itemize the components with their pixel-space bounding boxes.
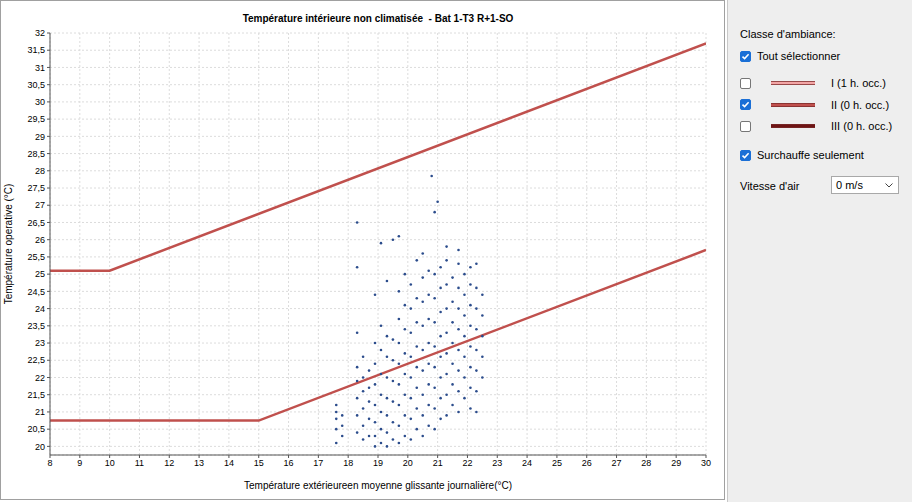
svg-text:28,5: 28,5 — [27, 149, 45, 159]
svg-text:26,5: 26,5 — [27, 218, 45, 228]
html-text:Température intérieure non cli: Température intérieure non climatisée - … — [242, 13, 514, 24]
html-text:II (0 h. occ.): II (0 h. occ.) — [831, 98, 890, 111]
svg-text:13: 13 — [194, 458, 204, 468]
svg-text:22: 22 — [462, 458, 472, 468]
svg-text:17: 17 — [313, 458, 323, 468]
svg-text:8: 8 — [47, 458, 52, 468]
svg-text:24: 24 — [35, 304, 45, 314]
svg-text:26: 26 — [35, 235, 45, 245]
svg-text:28: 28 — [641, 458, 651, 468]
svg-text:Température extérieureen moyen: Température extérieureen moyenne glissan… — [244, 480, 512, 491]
html-text:Classe d'ambiance:: Classe d'ambiance: — [740, 28, 836, 40]
svg-text:31: 31 — [35, 63, 45, 73]
svg-text:20: 20 — [35, 442, 45, 452]
html-text:Surchauffe seulement: Surchauffe seulement — [757, 149, 864, 161]
svg-text:26: 26 — [582, 458, 592, 468]
svg-text:30: 30 — [35, 97, 45, 107]
svg-text:14: 14 — [224, 458, 234, 468]
svg-text:16: 16 — [284, 458, 294, 468]
svg-text:21: 21 — [35, 407, 45, 417]
svg-text:29,5: 29,5 — [27, 114, 45, 124]
svg-text:22: 22 — [35, 373, 45, 383]
svg-text:27: 27 — [612, 458, 622, 468]
svg-text:18: 18 — [343, 458, 353, 468]
svg-text:31,5: 31,5 — [27, 45, 45, 55]
svg-text:30: 30 — [701, 458, 711, 468]
svg-text:21,5: 21,5 — [27, 390, 45, 400]
svg-text:29: 29 — [35, 132, 45, 142]
svg-text:21: 21 — [433, 458, 443, 468]
html-text:Tout sélectionner: Tout sélectionner — [757, 50, 841, 62]
svg-text:20,5: 20,5 — [27, 424, 45, 434]
svg-text:11: 11 — [135, 458, 144, 468]
html-text:I (1 h. occ.): I (1 h. occ.) — [831, 77, 886, 89]
svg-text:23: 23 — [492, 458, 502, 468]
svg-text:23: 23 — [35, 338, 45, 348]
svg-text:28: 28 — [35, 166, 45, 176]
html-text:Vitesse d'air: Vitesse d'air — [740, 180, 800, 192]
svg-text:25: 25 — [35, 269, 45, 279]
svg-text:19: 19 — [373, 458, 383, 468]
svg-text:9: 9 — [77, 458, 82, 468]
svg-text:30,5: 30,5 — [27, 80, 45, 90]
svg-text:25: 25 — [552, 458, 562, 468]
svg-text:24: 24 — [522, 458, 532, 468]
svg-text:10: 10 — [105, 458, 115, 468]
svg-text:Température operative (°C): Température operative (°C) — [8, 184, 14, 305]
svg-text:27,5: 27,5 — [27, 183, 45, 193]
svg-text:29: 29 — [671, 458, 681, 468]
svg-text:27: 27 — [35, 200, 45, 210]
svg-text:25,5: 25,5 — [27, 252, 45, 262]
svg-text:12: 12 — [164, 458, 174, 468]
html-text:0 m/s: 0 m/s — [836, 179, 863, 191]
svg-text:20: 20 — [403, 458, 413, 468]
html-text:III (0 h. occ.): III (0 h. occ.) — [831, 120, 893, 132]
svg-text:22,5: 22,5 — [27, 355, 45, 365]
svg-text:23,5: 23,5 — [27, 321, 45, 331]
svg-text:15: 15 — [254, 458, 264, 468]
svg-text:32: 32 — [35, 28, 45, 38]
svg-text:24,5: 24,5 — [27, 287, 45, 297]
